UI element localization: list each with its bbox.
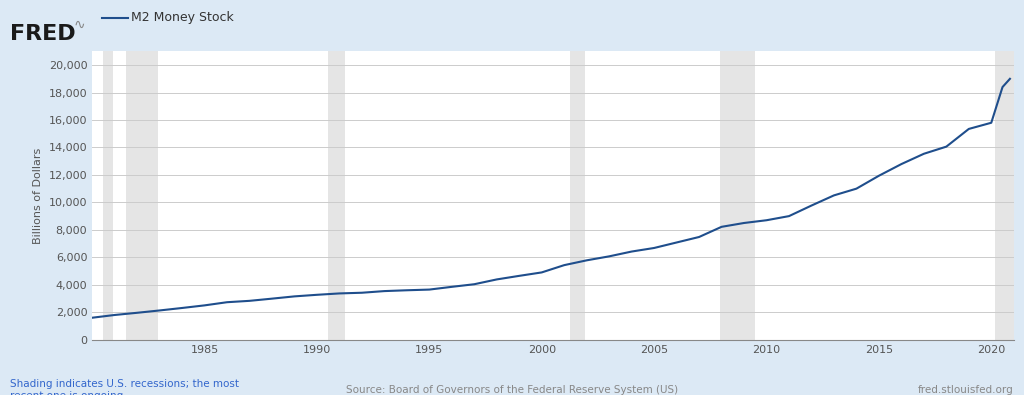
Y-axis label: Billions of Dollars: Billions of Dollars xyxy=(33,147,43,244)
Bar xyxy=(995,51,1014,340)
Text: ∿: ∿ xyxy=(74,18,85,32)
Text: Shading indicates U.S. recessions; the most
recent one is ongoing.: Shading indicates U.S. recessions; the m… xyxy=(10,379,240,395)
Text: M2 Money Stock: M2 Money Stock xyxy=(131,11,233,24)
Bar xyxy=(720,51,756,340)
Bar xyxy=(569,51,585,340)
Bar xyxy=(328,51,345,340)
Text: fred.stlouisfed.org: fred.stlouisfed.org xyxy=(918,385,1014,395)
Bar xyxy=(103,51,113,340)
Bar xyxy=(126,51,158,340)
Text: Source: Board of Governors of the Federal Reserve System (US): Source: Board of Governors of the Federa… xyxy=(346,385,678,395)
Text: FRED: FRED xyxy=(10,24,76,44)
